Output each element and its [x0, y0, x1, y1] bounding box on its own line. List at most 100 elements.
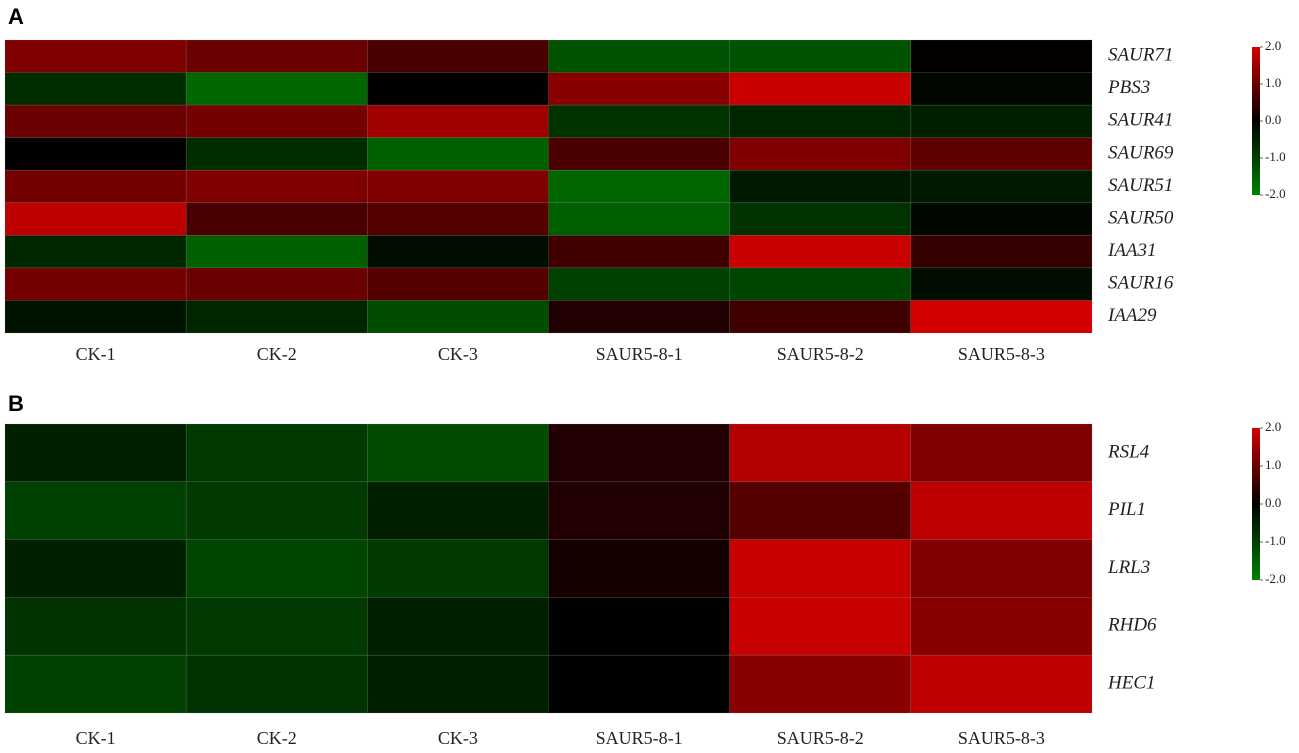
heatmap-cell	[910, 267, 1093, 301]
heatmap-cell	[185, 202, 368, 236]
colorbar	[1252, 47, 1260, 195]
heatmap-cell	[910, 39, 1093, 73]
colorbar-tick-label: 2.0	[1265, 38, 1281, 53]
column-label: CK-3	[438, 728, 478, 748]
heatmap-cell	[910, 104, 1093, 139]
heatmap-cell	[185, 137, 368, 171]
heatmap-cell	[548, 481, 731, 540]
column-label: CK-2	[257, 344, 297, 364]
heatmap-cell	[548, 597, 731, 656]
heatmap-cell	[185, 300, 368, 334]
heatmap-cell	[366, 39, 549, 73]
row-label: PBS3	[1107, 77, 1150, 98]
row-label: LRL3	[1107, 557, 1150, 578]
heatmap-cell	[910, 169, 1093, 204]
panel-label: B	[8, 391, 24, 416]
column-label: SAUR5-8-2	[777, 728, 864, 748]
heatmap-cell	[366, 169, 549, 204]
row-label: RHD6	[1107, 615, 1157, 636]
heatmap-cell	[729, 202, 912, 236]
heatmap-cell	[185, 169, 368, 204]
column-label: SAUR5-8-1	[596, 728, 683, 748]
heatmap-cell	[548, 104, 731, 139]
heatmap-cell	[366, 539, 549, 598]
heatmap-cell	[366, 137, 549, 171]
heatmap-cell	[4, 202, 187, 236]
column-label: CK-1	[76, 728, 116, 748]
heatmap-cell	[4, 481, 187, 540]
heatmap-cell	[729, 169, 912, 204]
heatmap-cell	[729, 597, 912, 656]
heatmap-cell	[910, 597, 1093, 656]
heatmap-cell	[910, 72, 1093, 106]
heatmap-cell	[4, 234, 187, 269]
heatmap-cell	[548, 267, 731, 301]
heatmap-cell	[729, 539, 912, 598]
heatmap-cell	[366, 300, 549, 334]
heatmap-cell	[548, 137, 731, 171]
heatmap-cell	[548, 300, 731, 334]
heatmap-cell	[185, 539, 368, 598]
heatmap-cell	[366, 267, 549, 301]
heatmap-cell	[4, 423, 187, 483]
heatmap-cell	[910, 481, 1093, 540]
row-label: RSL4	[1107, 441, 1150, 462]
row-label: SAUR50	[1108, 207, 1174, 228]
heatmap-cell	[729, 234, 912, 269]
heatmap-cell	[185, 267, 368, 301]
colorbar-tick-label: 1.0	[1265, 457, 1281, 472]
heatmap-cell	[185, 104, 368, 139]
row-label: PIL1	[1107, 499, 1146, 520]
heatmap-cell	[910, 423, 1093, 483]
colorbar	[1252, 428, 1260, 580]
heatmap-cell	[4, 169, 187, 204]
heatmap-cell	[910, 202, 1093, 236]
colorbar-tick-label: 0.0	[1265, 112, 1281, 127]
heatmap-cell	[366, 72, 549, 106]
heatmap-cell	[185, 481, 368, 540]
row-label: IAA31	[1107, 240, 1157, 261]
row-label: IAA29	[1107, 305, 1157, 326]
heatmap-cell	[548, 423, 731, 483]
column-label: CK-2	[257, 728, 297, 748]
heatmap-cell	[185, 423, 368, 483]
row-label: SAUR51	[1108, 175, 1173, 196]
heatmap-cell	[729, 300, 912, 334]
heatmap-cell	[366, 202, 549, 236]
heatmap-cell	[366, 654, 549, 714]
heatmap-cell	[729, 267, 912, 301]
heatmap-cell	[4, 104, 187, 139]
heatmap-cell	[185, 234, 368, 269]
heatmap-cell	[729, 104, 912, 139]
heatmap-cell	[548, 39, 731, 73]
row-label: HEC1	[1107, 672, 1156, 693]
column-label: CK-3	[438, 344, 478, 364]
heatmap-cell	[548, 234, 731, 269]
colorbar-tick-label: 2.0	[1265, 419, 1281, 434]
heatmap-cell	[729, 654, 912, 714]
heatmap-cell	[910, 539, 1093, 598]
heatmap-cell	[4, 597, 187, 656]
panel-label: A	[8, 4, 24, 29]
heatmap-cell	[366, 597, 549, 656]
row-label: SAUR16	[1108, 273, 1174, 294]
heatmap-cell	[548, 202, 731, 236]
column-label: CK-1	[76, 344, 116, 364]
heatmap-cell	[185, 72, 368, 106]
colorbar-tick-label: 0.0	[1265, 495, 1281, 510]
heatmap-cell	[4, 654, 187, 714]
row-label: SAUR41	[1108, 110, 1173, 131]
heatmap-cell	[729, 72, 912, 106]
row-label: SAUR71	[1108, 45, 1173, 66]
colorbar-tick-label: -1.0	[1265, 533, 1286, 548]
heatmap-cell	[910, 300, 1093, 334]
heatmap-cell	[4, 137, 187, 171]
heatmap-cell	[4, 39, 187, 73]
heatmap-cell	[548, 169, 731, 204]
heatmap-cell	[185, 597, 368, 656]
heatmap-cell	[729, 423, 912, 483]
heatmap-cell	[366, 423, 549, 483]
heatmap-cell	[4, 300, 187, 334]
heatmap-cell	[910, 654, 1093, 714]
